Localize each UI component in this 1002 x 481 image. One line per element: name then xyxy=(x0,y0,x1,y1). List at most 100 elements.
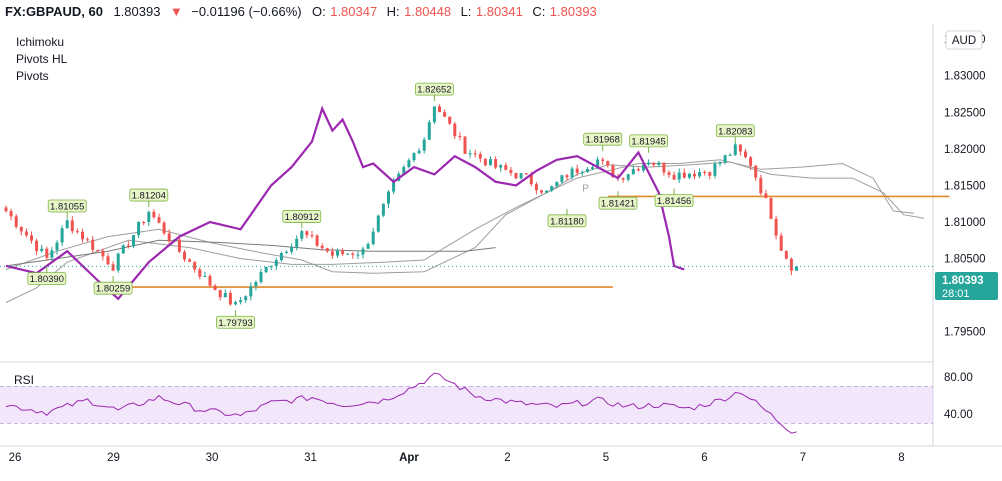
candle xyxy=(75,231,79,233)
candle xyxy=(713,163,717,176)
candle xyxy=(239,300,243,303)
time-tick-label: 2 xyxy=(504,452,510,464)
kijun-line xyxy=(5,239,496,267)
candle xyxy=(591,167,594,169)
pivot-label-box xyxy=(583,132,623,146)
candle xyxy=(351,253,355,255)
candle xyxy=(698,172,702,177)
pivot-label-text: 1.81421 xyxy=(601,199,635,210)
pivot-letter: P xyxy=(582,183,589,194)
high-value: 1.80448 xyxy=(404,4,451,19)
candle xyxy=(626,174,630,180)
symbol-label: FX:GBPAUD, 60 xyxy=(5,4,103,19)
lagging-span-line xyxy=(5,105,685,301)
candle xyxy=(167,233,171,242)
candle xyxy=(483,158,487,166)
candle xyxy=(509,169,513,173)
price-tag-price: 1.80393 xyxy=(942,275,984,287)
candle xyxy=(183,251,186,260)
pivot-label-text: 1.81055 xyxy=(50,201,84,212)
candle xyxy=(687,173,691,178)
price-tick-label: 1.79500 xyxy=(944,327,986,339)
candle xyxy=(494,159,498,168)
candle xyxy=(478,154,482,159)
candle xyxy=(300,231,304,239)
candle xyxy=(417,150,421,154)
candle xyxy=(407,160,411,168)
candle xyxy=(545,190,549,193)
candle xyxy=(177,239,181,252)
candle xyxy=(264,266,268,273)
candle xyxy=(647,162,651,165)
pivot-label-box xyxy=(47,199,87,213)
pivot-label-text: 1.80912 xyxy=(285,212,319,223)
candle xyxy=(116,253,120,271)
candle xyxy=(744,151,747,158)
candle xyxy=(330,251,334,256)
candle xyxy=(24,231,28,236)
candle xyxy=(81,231,84,240)
candle xyxy=(279,252,283,261)
candle xyxy=(387,191,390,204)
pivot-label-text: 1.80259 xyxy=(96,284,130,295)
down-arrow-icon: ▼ xyxy=(170,4,183,19)
candle xyxy=(606,160,610,166)
candle xyxy=(126,245,130,247)
candle xyxy=(111,264,115,271)
indicator-pivots[interactable]: Pivots xyxy=(16,69,49,83)
candle xyxy=(718,162,722,164)
change-text: −0.01196 (−0.66%) xyxy=(191,4,301,19)
time-tick-label: 8 xyxy=(898,452,904,464)
candle xyxy=(244,296,248,301)
time-tick-label: 31 xyxy=(304,452,317,464)
indicator-pivots-hl[interactable]: Pivots HL xyxy=(16,52,68,66)
pivot-label-text: 1.80390 xyxy=(30,274,64,285)
time-tick-label: 26 xyxy=(9,452,22,464)
candle xyxy=(70,220,74,232)
senkou-span-b xyxy=(5,161,925,274)
candle xyxy=(667,172,671,175)
candle xyxy=(198,269,202,277)
candle xyxy=(453,123,457,137)
candle xyxy=(534,184,538,191)
candle xyxy=(693,173,696,177)
candle xyxy=(50,250,54,258)
time-tick-label: Apr xyxy=(399,452,419,464)
low-value: 1.80341 xyxy=(476,4,523,19)
time-tick-label: 6 xyxy=(701,452,707,464)
candle xyxy=(754,165,758,178)
candle xyxy=(91,239,95,250)
candle xyxy=(40,248,44,251)
indicator-ichimoku[interactable]: Ichimoku xyxy=(16,35,64,49)
candle xyxy=(259,272,263,283)
currency-badge-box[interactable] xyxy=(945,30,983,50)
time-axis[interactable]: 26 29 30 31 Apr 2 5 6 7 8 xyxy=(9,452,905,464)
pivot-label-box xyxy=(715,124,755,138)
candle xyxy=(315,235,319,246)
pivot-label-box xyxy=(598,196,638,210)
candle xyxy=(443,112,447,117)
rsi-line xyxy=(5,372,797,434)
candle xyxy=(601,159,605,161)
candle xyxy=(4,207,8,212)
pivot-label-box xyxy=(129,188,169,202)
candle xyxy=(254,282,258,287)
rsi-label[interactable]: RSI xyxy=(14,373,34,387)
candle xyxy=(473,153,477,155)
candle xyxy=(193,261,197,270)
candle xyxy=(162,222,166,234)
candle xyxy=(285,251,288,253)
candle xyxy=(121,245,125,254)
candle xyxy=(703,172,707,174)
candle xyxy=(514,172,518,179)
candle xyxy=(35,240,39,251)
candle xyxy=(320,245,324,249)
candle xyxy=(427,122,431,140)
candle xyxy=(672,174,676,180)
candle xyxy=(290,247,294,252)
candle xyxy=(784,250,788,259)
candle xyxy=(234,302,237,305)
candle xyxy=(738,144,742,152)
ichimoku-lagging-span xyxy=(5,105,685,301)
